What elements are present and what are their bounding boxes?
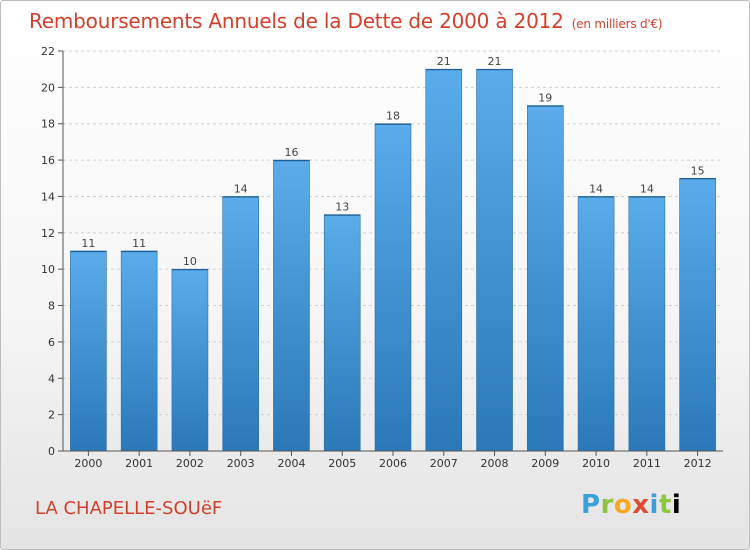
- x-tick-label: 2008: [481, 457, 509, 470]
- x-tick-label: 2007: [430, 457, 458, 470]
- chart-title: Remboursements Annuels de la Dette de 20…: [29, 9, 663, 33]
- x-tick-label: 2010: [582, 457, 610, 470]
- y-tick-label: 14: [41, 190, 55, 203]
- y-tick-label: 18: [41, 118, 55, 131]
- bar: [120, 250, 158, 452]
- x-tick-label: 2000: [74, 457, 102, 470]
- y-axis: 0 2 4 6 8 10 12 14 16 18 20 22: [41, 45, 64, 458]
- bar: [323, 214, 361, 452]
- bar: [577, 196, 615, 452]
- bar-value-label: 21: [437, 55, 451, 68]
- y-tick-label: 0: [48, 445, 55, 458]
- y-tick-label: 22: [41, 45, 55, 58]
- x-tick-label: 2001: [125, 457, 153, 470]
- bar-value-label: 18: [386, 110, 400, 123]
- commune-name: LA CHAPELLE-SOUëF: [35, 498, 223, 519]
- x-tick-label: 2004: [277, 457, 305, 470]
- logo-letter: t: [658, 490, 672, 520]
- bar-value-label: 11: [81, 237, 95, 250]
- y-tick-label: 10: [41, 263, 55, 276]
- bar-value-label: 10: [183, 255, 197, 268]
- bar-value-label: 13: [335, 201, 349, 214]
- y-tick-label: 2: [48, 409, 55, 422]
- bar-value-label: 11: [132, 237, 146, 250]
- bars: 11 11 10 14 16 13 18 21 21 19 14 14 15: [70, 55, 716, 452]
- chart-title-text: Remboursements Annuels de la Dette de 20…: [29, 9, 564, 33]
- bar-value-label: 14: [640, 182, 654, 195]
- bar: [273, 159, 310, 452]
- x-tick-label: 2002: [176, 457, 204, 470]
- y-tick-label: 6: [48, 336, 55, 349]
- y-tick-label: 16: [41, 154, 55, 167]
- bar: [374, 123, 412, 452]
- bar: [476, 68, 513, 452]
- bar-value-label: 16: [284, 146, 298, 159]
- proxiti-logo: Proxiti: [581, 490, 681, 520]
- logo-letter: i: [649, 490, 659, 520]
- chart-unit: (en milliers d'€): [571, 17, 663, 31]
- y-tick-label: 8: [48, 300, 55, 313]
- x-tick-label: 2006: [379, 457, 407, 470]
- x-tick-label: 2011: [633, 457, 661, 470]
- logo-letter: r: [600, 490, 614, 520]
- bar: [425, 68, 463, 452]
- x-tick-label: 2003: [227, 457, 255, 470]
- logo-letter: P: [581, 490, 601, 520]
- bar: [171, 268, 209, 452]
- bar-value-label: 15: [691, 164, 705, 177]
- bar-value-label: 19: [538, 92, 552, 105]
- bar-value-label: 14: [589, 182, 603, 195]
- bar: [679, 177, 716, 452]
- y-tick-label: 12: [41, 227, 55, 240]
- logo-letter: o: [613, 490, 633, 520]
- bar: [70, 250, 107, 452]
- x-axis: 2000 2001 2002 2003 2004 2005 2006 2007 2008 2009…: [63, 450, 723, 470]
- y-tick-label: 4: [48, 372, 55, 385]
- bar-value-label: 21: [488, 55, 502, 68]
- logo-letter: x: [632, 490, 650, 520]
- bar: [527, 105, 564, 452]
- logo-letter: i: [671, 490, 682, 520]
- x-tick-label: 2005: [328, 457, 356, 470]
- bar: [222, 196, 259, 452]
- bar: [628, 196, 666, 452]
- bar-value-label: 14: [234, 182, 248, 195]
- y-tick-label: 20: [41, 81, 55, 94]
- x-tick-label: 2012: [684, 457, 712, 470]
- x-tick-label: 2009: [531, 457, 559, 470]
